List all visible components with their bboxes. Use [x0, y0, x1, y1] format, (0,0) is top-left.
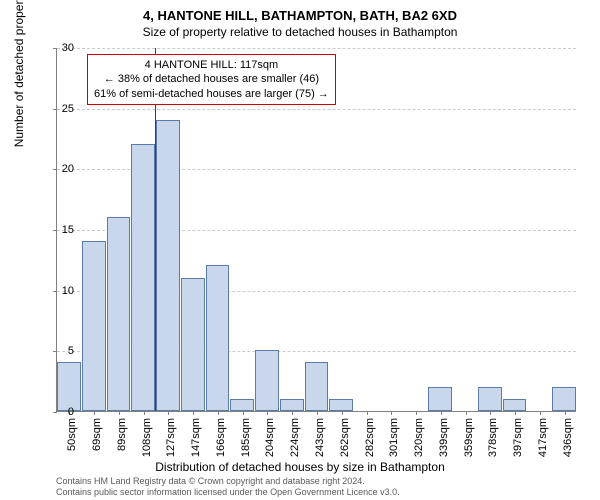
ytick-label: 25 — [62, 103, 74, 115]
xtick-label: 166sqm — [215, 418, 227, 468]
xtick-mark — [367, 411, 368, 415]
ytick-mark — [53, 291, 57, 292]
histogram-bar — [107, 217, 131, 411]
annotation-line: 61% of semi-detached houses are larger (… — [94, 87, 329, 101]
xtick-mark — [243, 411, 244, 415]
annotation-line: 4 HANTONE HILL: 117sqm — [94, 58, 329, 72]
ytick-label: 15 — [62, 224, 74, 236]
xtick-label: 204sqm — [264, 418, 276, 468]
chart-title-sub: Size of property relative to detached ho… — [0, 23, 600, 39]
xtick-label: 397sqm — [512, 418, 524, 468]
xtick-label: 243sqm — [314, 418, 326, 468]
ytick-mark — [53, 351, 57, 352]
ytick-label: 5 — [68, 345, 74, 357]
histogram-bar — [181, 278, 205, 411]
ytick-label: 10 — [62, 285, 74, 297]
histogram-bar — [131, 144, 155, 411]
gridline — [57, 48, 576, 49]
histogram-bar — [329, 399, 353, 411]
xtick-label: 320sqm — [413, 418, 425, 468]
xtick-label: 262sqm — [339, 418, 351, 468]
xtick-label: 359sqm — [463, 418, 475, 468]
xtick-label: 378sqm — [487, 418, 499, 468]
xtick-label: 436sqm — [562, 418, 574, 468]
xtick-mark — [466, 411, 467, 415]
footer-attribution: Contains HM Land Registry data © Crown c… — [56, 476, 400, 498]
ytick-label: 30 — [62, 42, 74, 54]
xtick-mark — [218, 411, 219, 415]
xtick-mark — [540, 411, 541, 415]
xtick-label: 282sqm — [364, 418, 376, 468]
xtick-mark — [565, 411, 566, 415]
histogram-bar — [552, 387, 576, 411]
ytick-mark — [53, 169, 57, 170]
xtick-label: 147sqm — [190, 418, 202, 468]
xtick-mark — [490, 411, 491, 415]
histogram-bar — [82, 241, 106, 411]
xtick-mark — [292, 411, 293, 415]
annotation-box: 4 HANTONE HILL: 117sqm← 38% of detached … — [87, 54, 336, 105]
histogram-bar — [206, 265, 230, 411]
xtick-mark — [168, 411, 169, 415]
ytick-mark — [53, 412, 57, 413]
histogram-bar — [305, 362, 329, 411]
histogram-bar — [230, 399, 254, 411]
xtick-mark — [317, 411, 318, 415]
xtick-label: 301sqm — [388, 418, 400, 468]
gridline — [57, 109, 576, 110]
xtick-label: 417sqm — [537, 418, 549, 468]
xtick-mark — [267, 411, 268, 415]
xtick-mark — [119, 411, 120, 415]
xtick-label: 69sqm — [91, 418, 103, 468]
xtick-mark — [193, 411, 194, 415]
xtick-mark — [391, 411, 392, 415]
xtick-label: 89sqm — [116, 418, 128, 468]
ytick-label: 0 — [68, 406, 74, 418]
xtick-mark — [94, 411, 95, 415]
footer-line1: Contains HM Land Registry data © Crown c… — [56, 476, 400, 487]
xtick-label: 50sqm — [66, 418, 78, 468]
histogram-bar — [255, 350, 279, 411]
histogram-bar — [428, 387, 452, 411]
ytick-mark — [53, 109, 57, 110]
xtick-mark — [441, 411, 442, 415]
xtick-mark — [515, 411, 516, 415]
xtick-label: 185sqm — [240, 418, 252, 468]
histogram-bar — [503, 399, 527, 411]
xtick-label: 224sqm — [289, 418, 301, 468]
histogram-bar — [156, 120, 180, 411]
ytick-mark — [53, 48, 57, 49]
footer-line2: Contains public sector information licen… — [56, 487, 400, 498]
histogram-bar — [478, 387, 502, 411]
chart-container: 4, HANTONE HILL, BATHAMPTON, BATH, BA2 6… — [0, 0, 600, 500]
ytick-label: 20 — [62, 163, 74, 175]
chart-title-main: 4, HANTONE HILL, BATHAMPTON, BATH, BA2 6… — [0, 0, 600, 23]
histogram-bar — [57, 362, 81, 411]
plot-area: 4 HANTONE HILL: 117sqm← 38% of detached … — [56, 48, 576, 412]
xtick-mark — [416, 411, 417, 415]
histogram-bar — [280, 399, 304, 411]
xtick-mark — [144, 411, 145, 415]
annotation-line: ← 38% of detached houses are smaller (46… — [94, 72, 329, 86]
xtick-label: 108sqm — [141, 418, 153, 468]
xtick-label: 127sqm — [165, 418, 177, 468]
xtick-mark — [342, 411, 343, 415]
y-axis-label: Number of detached properties — [12, 0, 26, 147]
ytick-mark — [53, 230, 57, 231]
xtick-label: 339sqm — [438, 418, 450, 468]
